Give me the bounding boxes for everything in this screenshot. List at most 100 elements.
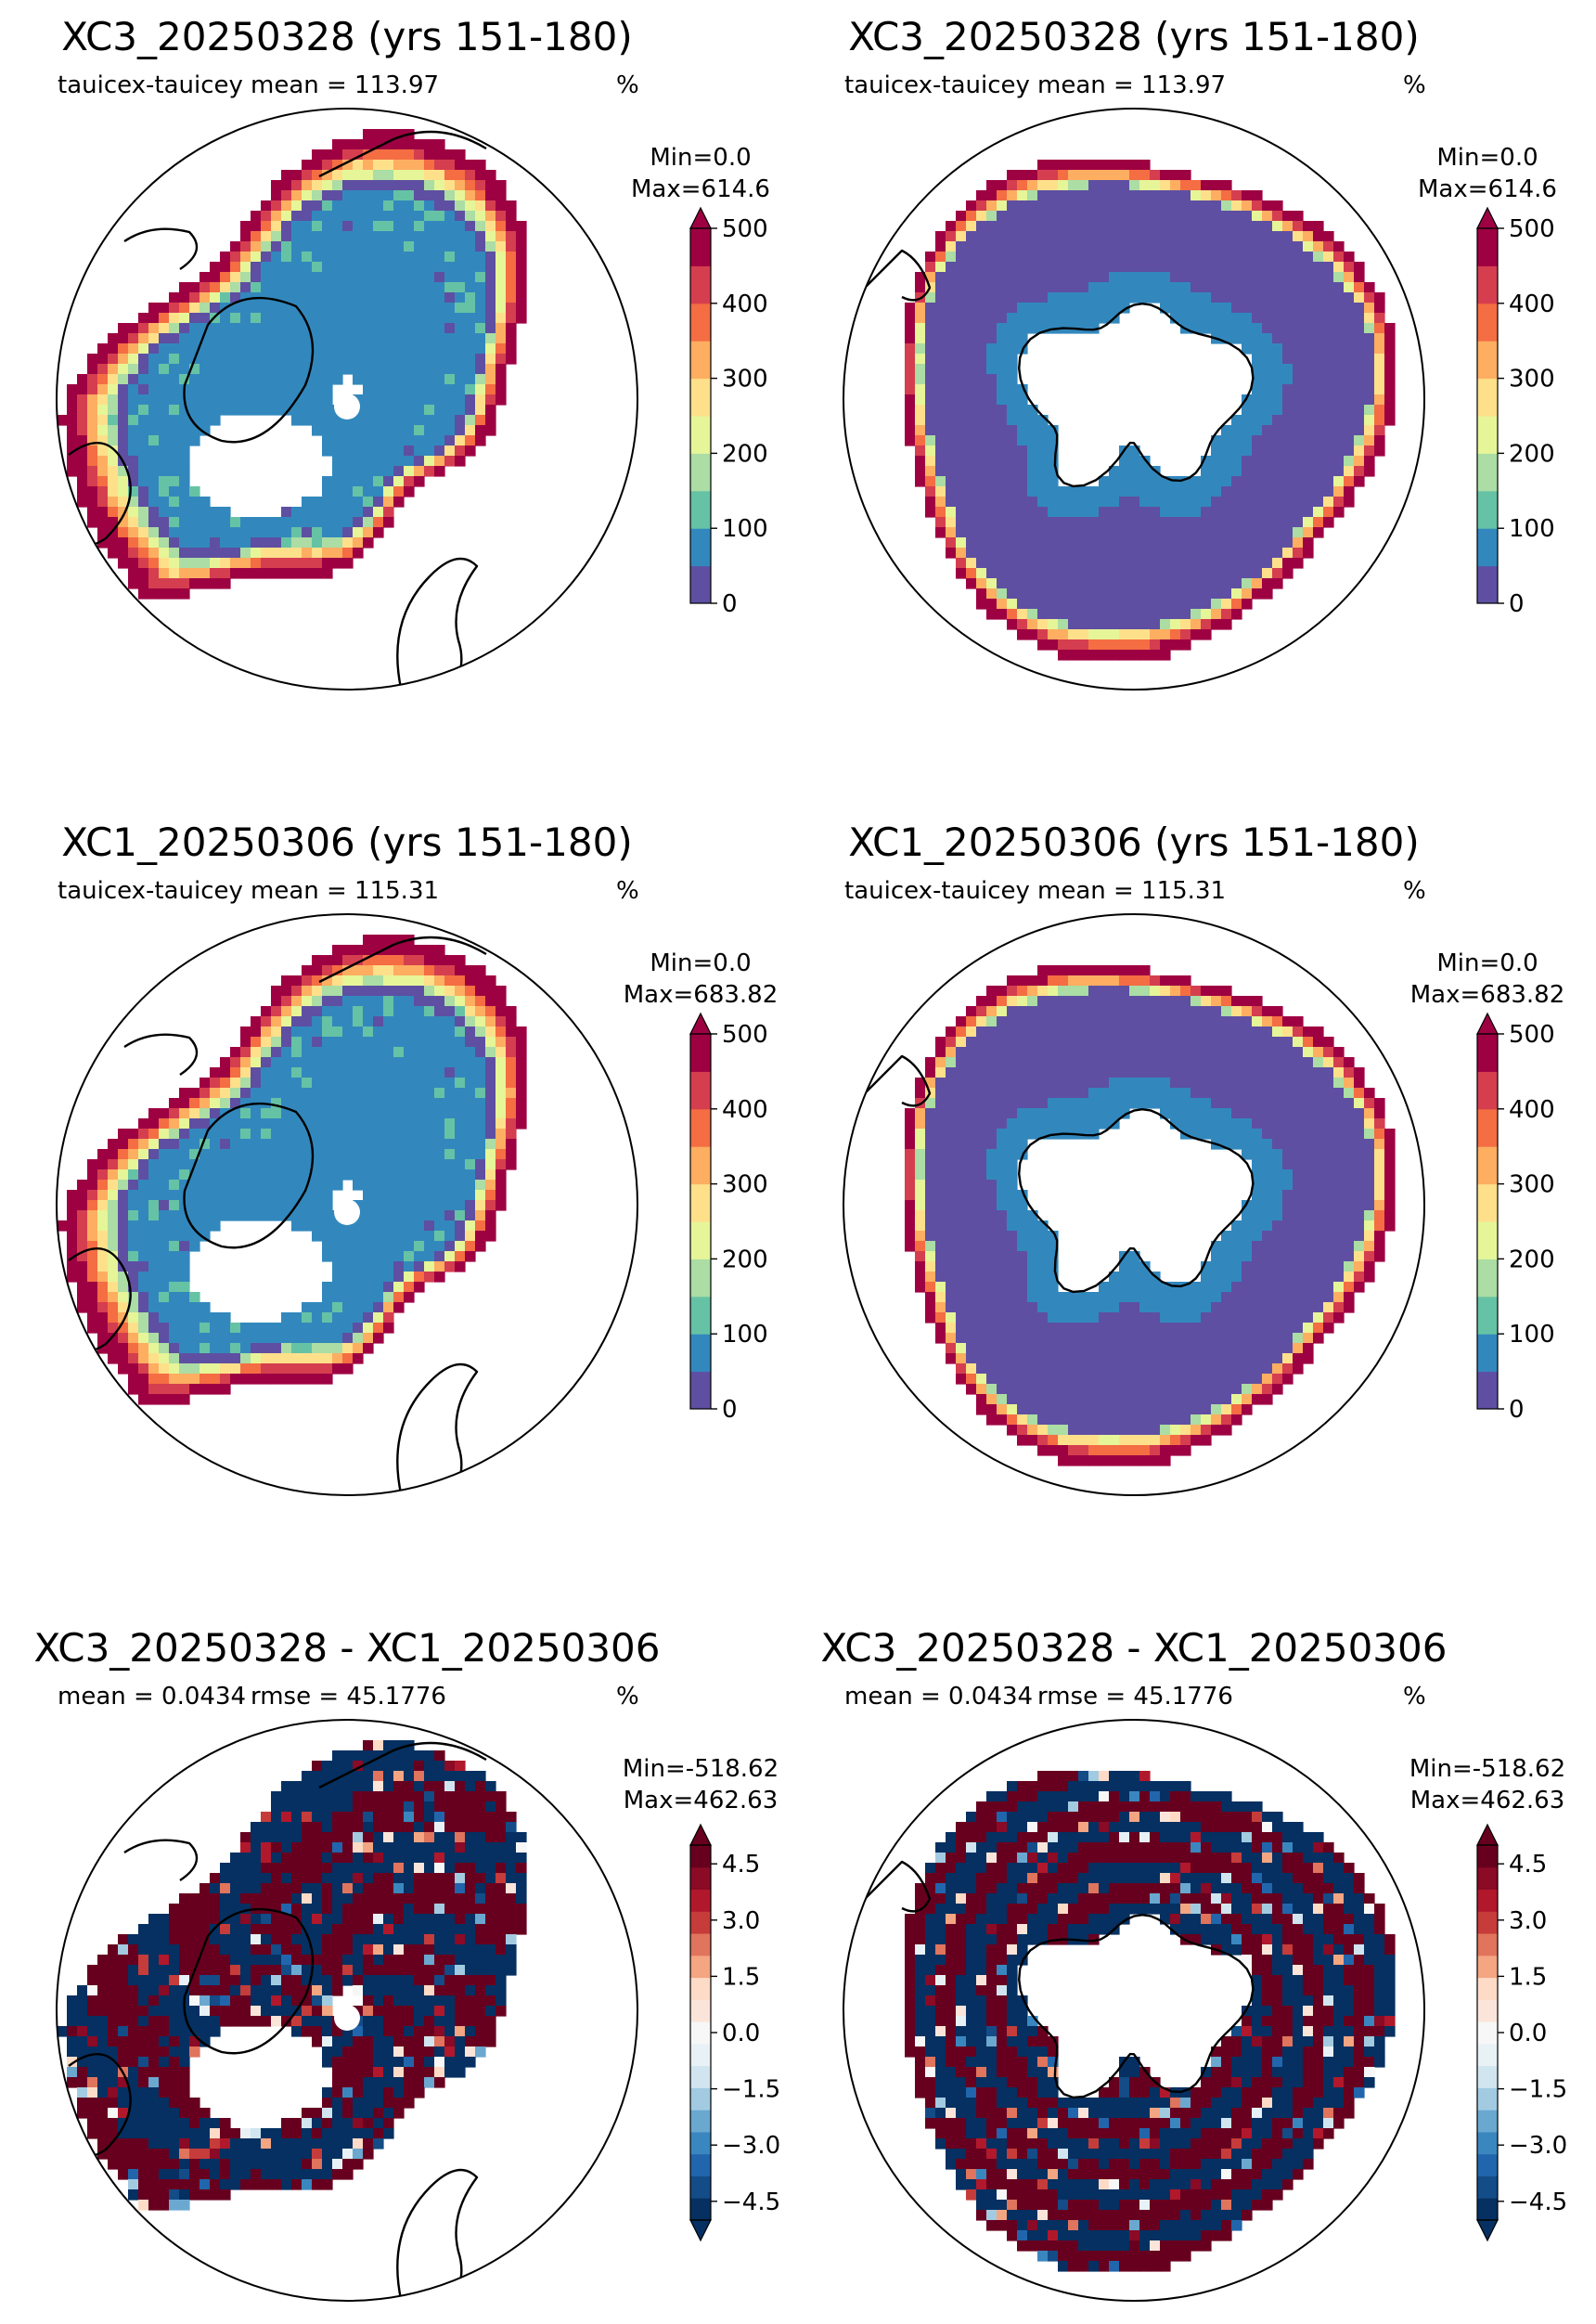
colorbar-segment [1477,1866,1498,1891]
colorbar-segment [690,341,711,380]
panel-max-label: Max=683.82 [624,981,779,1009]
colorbar-segment [1477,265,1498,304]
panel-unit-label: % [1403,877,1426,905]
colorbar-segment [1477,1221,1498,1259]
colorbar-segment [690,2176,711,2199]
colorbar-extend-max [1476,206,1499,229]
colorbar-segment [1477,1955,1498,1979]
colorbar-tick-label: 200 [722,1246,768,1273]
panel-title: XC1_20250306 (yrs 151-180) [61,820,633,865]
colorbar-segment [690,265,711,304]
colorbar-segment [690,528,711,567]
colorbar-segment [1477,1933,1498,1956]
colorbar-segment [1477,228,1498,266]
colorbar-segment [1477,303,1498,342]
map-boundary [843,1719,1425,2302]
colorbar-tick-label: 4.5 [722,1851,760,1879]
colorbar-tick-label: −1.5 [722,2076,780,2104]
panel-max-label: Max=683.82 [1410,981,1565,1009]
colorbar-segment [690,2065,711,2088]
map-boundary [843,913,1425,1496]
colorbar-segment [690,1955,711,1979]
panel-unit-label: % [616,71,639,99]
panel-min-label: Min=0.0 [1436,949,1538,977]
colorbar-segment [690,2043,711,2067]
panel-max-label: Max=614.6 [631,175,770,203]
colorbar-tick-label: 200 [1509,1246,1555,1273]
colorbar-segment [690,2087,711,2111]
panel-unit-label: % [1403,1683,1426,1711]
colorbar-segment [690,1911,711,1934]
colorbar-tick-label: 3.0 [722,1907,760,1935]
map-boundary [843,108,1425,691]
colorbar-tick-label: 100 [722,1321,768,1349]
colorbar-segment [1477,1259,1498,1298]
colorbar-segment [690,2198,711,2221]
panel-stat-label: rmse = 45.1776 [251,1683,446,1711]
colorbar-tick-label: 400 [1509,1096,1555,1124]
ice-field [57,935,527,1405]
colorbar-segment [690,303,711,342]
colorbar-tick-label: 500 [722,215,768,243]
colorbar-tick-label: 300 [722,366,768,394]
colorbar-tick-label: 400 [1509,290,1555,318]
colorbar-segment [1477,1296,1498,1335]
colorbar-segment [1477,1183,1498,1222]
colorbar-segment [690,453,711,492]
panel-unit-label: % [1403,71,1426,99]
panel-min-label: Min=0.0 [1436,144,1538,172]
panel-left-label: tauicex-tauicey [58,71,243,99]
colorbar: 4.5 3.0 1.5 0.0 −1.5 −3.0 −4.5 [689,1823,780,2242]
colorbar-segment [690,1071,711,1110]
colorbar-segment [1477,1889,1498,1912]
colorbar-segment [1477,2110,1498,2133]
colorbar-tick-label: −4.5 [722,2188,780,2216]
coastline [67,130,487,690]
colorbar-segment [1477,453,1498,492]
colorbar-segment [690,2153,711,2176]
ice-field [905,1771,1396,2272]
colorbar-tick-label: 200 [722,440,768,468]
map-boundary [56,913,638,1496]
colorbar-extend-max [689,206,712,229]
colorbar-segment [690,1183,711,1222]
panel-stat-label: mean = 113.97 [251,71,439,99]
colorbar-extend-min [1476,2219,1499,2242]
colorbar: 0 100 200 300 400 500 [689,1012,768,1424]
colorbar-segment [690,490,711,529]
colorbar-segment [1477,416,1498,454]
panel-title: XC3_20250328 (yrs 151-180) [61,14,633,59]
colorbar-tick-label: 0 [722,590,738,618]
panel-unit-label: % [616,877,639,905]
colorbar-tick-label: 100 [1509,515,1555,543]
ice-field [57,1740,527,2211]
colorbar-segment [1477,2198,1498,2221]
colorbar-segment [1477,2043,1498,2067]
panel-stat-label: rmse = 45.1776 [1037,1683,1233,1711]
colorbar-tick-label: −4.5 [1509,2188,1567,2216]
colorbar-segment [1477,2065,1498,2088]
colorbar-segment [1477,1371,1498,1410]
colorbar-segment [1477,1334,1498,1373]
colorbar-extend-max [689,1823,712,1846]
map-boundary [56,108,638,691]
colorbar-extend-min [689,2219,712,2242]
colorbar-tick-label: 3.0 [1509,1907,1547,1935]
map-panel-2: XC3_20250328 (yrs 151-180) tauicex-tauice… [843,14,1557,691]
colorbar-segment [690,1866,711,1891]
pole-marker [334,1199,360,1225]
colorbar-segment [690,1845,711,1868]
colorbar-tick-label: 0.0 [1509,2020,1547,2047]
colorbar-segment [690,1108,711,1147]
colorbar: 0 100 200 300 400 500 [689,206,768,618]
colorbar-segment [690,1259,711,1298]
colorbar-segment [1477,490,1498,529]
colorbar-segment [1477,2176,1498,2199]
colorbar-tick-label: 0.0 [722,2020,760,2047]
colorbar-segment [690,1221,711,1259]
panel-left-label: tauicex-tauicey [844,877,1030,905]
colorbar-segment [690,1296,711,1335]
